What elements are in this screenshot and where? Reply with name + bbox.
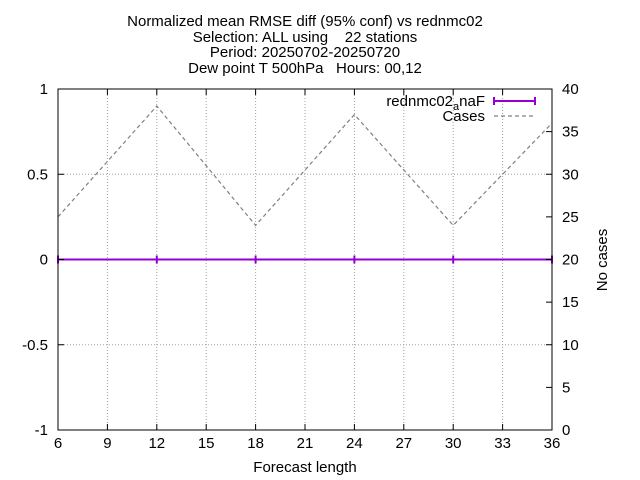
y-axis-ticks: -1 -0.5 0 0.5 1	[22, 81, 64, 439]
title: Normalized mean RMSE diff (95% conf) vs …	[127, 13, 483, 77]
title-line-4: Dew point T 500hPa Hours: 00,12	[188, 60, 422, 77]
y-tick-label: -1	[35, 422, 48, 439]
series-line-1	[57, 105, 553, 227]
x-axis-label: Forecast length	[253, 459, 356, 476]
y2-tick-label: 40	[562, 81, 579, 98]
y-tick-label: 1	[40, 81, 48, 98]
x-tick-label: 9	[103, 435, 111, 452]
x-tick-label: 36	[544, 435, 561, 452]
x-tick-label: 30	[445, 435, 462, 452]
y2-axis-ticks: 0 5 10 15 20 25 30 35 40	[546, 81, 579, 439]
x-tick-label: 24	[346, 435, 363, 452]
title-line-3: Period: 20250702-20250720	[210, 44, 400, 61]
y-tick-label: 0.5	[27, 166, 48, 183]
y2-tick-label: 35	[562, 124, 579, 141]
title-line-2: Selection: ALL using 22 stations	[193, 29, 418, 46]
y2-tick-label: 0	[562, 422, 570, 439]
x-tick-label: 21	[297, 435, 314, 452]
y2-tick-label: 30	[562, 166, 579, 183]
y2-axis-label: No cases	[594, 229, 611, 292]
y-tick-label: -0.5	[22, 337, 48, 354]
x-tick-label: 18	[247, 435, 264, 452]
legend-label-0: rednmc02anaF	[386, 93, 485, 113]
y2-tick-label: 10	[562, 337, 579, 354]
y2-tick-label: 5	[562, 379, 570, 396]
legend-label-1: Cases	[442, 108, 485, 125]
title-line-1: Normalized mean RMSE diff (95% conf) vs …	[127, 13, 483, 30]
x-tick-label: 6	[54, 435, 62, 452]
x-tick-label: 15	[198, 435, 215, 452]
x-axis-ticks: 6 9 12 15 18 21 24 27 30 33 36	[54, 89, 561, 452]
x-tick-label: 27	[395, 435, 412, 452]
x-tick-label: 33	[494, 435, 511, 452]
y2-tick-label: 25	[562, 209, 579, 226]
y2-tick-label: 20	[562, 252, 579, 269]
y2-tick-label: 15	[562, 294, 579, 311]
x-tick-label: 12	[148, 435, 165, 452]
y-tick-label: 0	[40, 252, 48, 269]
